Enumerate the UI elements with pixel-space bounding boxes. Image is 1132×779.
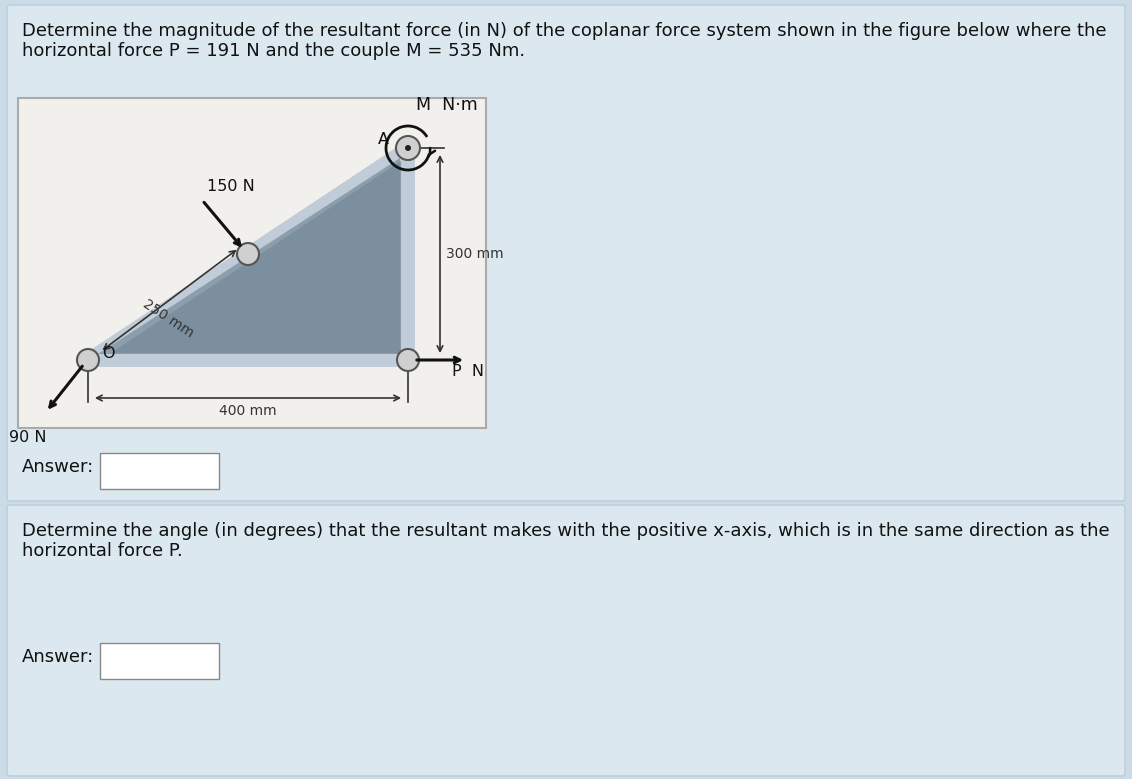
Circle shape [237, 243, 259, 265]
Text: Determine the magnitude of the resultant force (in N) of the coplanar force syst: Determine the magnitude of the resultant… [22, 22, 1106, 40]
Text: A: A [378, 132, 389, 147]
Text: Determine the angle (in degrees) that the resultant makes with the positive x-ax: Determine the angle (in degrees) that th… [22, 522, 1109, 540]
FancyBboxPatch shape [7, 505, 1125, 776]
FancyBboxPatch shape [100, 643, 218, 679]
Text: Answer:: Answer: [22, 458, 94, 476]
Text: O: O [102, 346, 114, 361]
Circle shape [396, 136, 420, 160]
Circle shape [405, 145, 411, 151]
FancyBboxPatch shape [100, 453, 218, 489]
FancyBboxPatch shape [7, 5, 1125, 501]
Text: 300 mm: 300 mm [446, 247, 504, 261]
Text: 150 N: 150 N [207, 179, 255, 194]
FancyBboxPatch shape [18, 98, 486, 428]
Circle shape [77, 349, 98, 371]
Polygon shape [98, 158, 400, 354]
Text: 250 mm: 250 mm [140, 297, 196, 340]
Text: P  N: P N [452, 364, 484, 379]
Text: Answer:: Answer: [22, 648, 94, 666]
Text: 400 mm: 400 mm [220, 404, 277, 418]
Circle shape [397, 349, 419, 371]
Text: horizontal force P.: horizontal force P. [22, 542, 182, 560]
Text: M  N·m: M N·m [415, 96, 478, 114]
Text: 90 N: 90 N [9, 430, 46, 445]
Text: horizontal force P = 191 N and the couple M = 535 Nm.: horizontal force P = 191 N and the coupl… [22, 42, 525, 60]
Polygon shape [88, 148, 408, 360]
